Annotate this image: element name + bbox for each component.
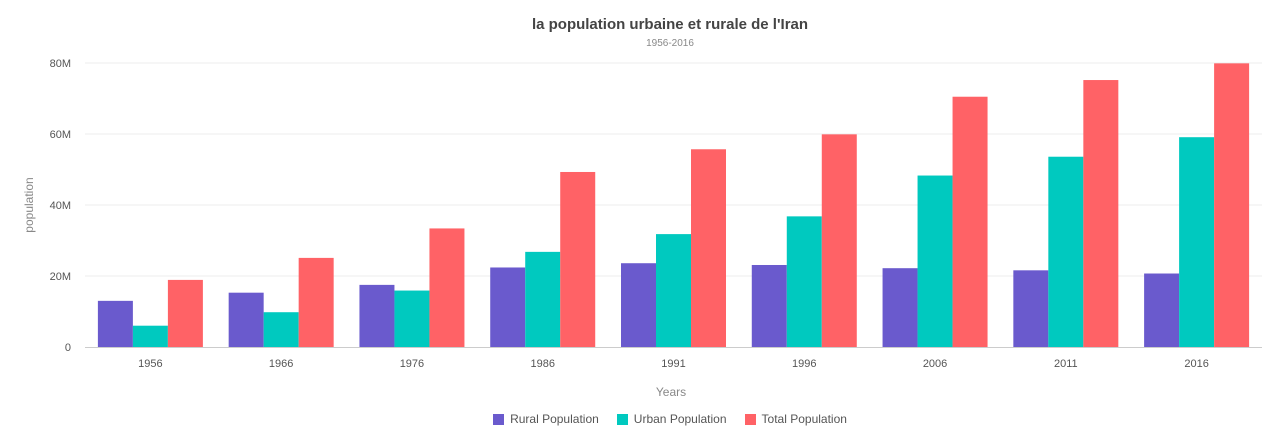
x-axis-ticks: 1956 1966 1976 1986 1991 1996 2006 2011 2016 [138,358,1209,370]
x-tick-label: 1956 [138,358,162,370]
legend-label-total: Total Population [761,412,847,426]
legend: Rural Population Urban Population Total … [0,412,1280,426]
bar-urban-1991[interactable] [656,234,691,347]
bar-urban-1976[interactable] [394,290,430,347]
x-axis-label: Years [656,385,686,399]
bar-urban-2006[interactable] [917,175,953,347]
bar-total-2006[interactable] [952,96,988,347]
chart-title: la population urbaine et rurale de l'Ira… [531,16,809,33]
x-tick-label: 1996 [792,358,816,370]
bar-urban-1996[interactable] [786,216,822,347]
bar-urban-2016[interactable] [1179,137,1215,347]
plot-area: 0 20M 40M 60M 80M 1956 1966 1976 1986 1991 1996 20… [22,58,1262,399]
legend-label-rural: Rural Population [510,412,599,426]
bars [97,63,1250,347]
y-tick-label: 80M [50,58,71,70]
bar-total-1966[interactable] [298,257,334,347]
chart-subtitle: 1956-2016 [646,38,694,49]
legend-item-total[interactable]: Total Population [744,412,847,426]
y-tick-label: 20M [50,271,71,283]
bar-rural-1986[interactable] [490,267,526,347]
bar-total-1956[interactable] [167,279,203,347]
bar-rural-1966[interactable] [228,292,264,347]
x-tick-label: 2011 [1054,358,1078,370]
bar-rural-2006[interactable] [882,268,918,347]
bar-total-1996[interactable] [821,134,857,347]
bar-rural-1976[interactable] [359,284,395,347]
legend-item-rural[interactable]: Rural Population [493,412,599,426]
bar-rural-2011[interactable] [1013,270,1049,347]
bar-total-2011[interactable] [1083,80,1119,347]
bar-total-1986[interactable] [560,171,596,347]
x-tick-label: 1986 [530,358,554,370]
x-tick-label: 1991 [661,358,685,370]
y-axis-ticks: 0 20M 40M 60M 80M [50,58,71,354]
y-tick-label: 40M [50,200,71,212]
x-tick-label: 1966 [269,358,293,370]
bar-rural-1996[interactable] [751,264,787,347]
bar-urban-1986[interactable] [525,251,561,347]
legend-item-urban[interactable]: Urban Population [616,412,727,426]
bar-total-1976[interactable] [429,228,465,347]
bar-urban-2011[interactable] [1048,156,1084,347]
y-tick-label: 0 [65,342,71,354]
legend-swatch-rural [493,413,505,425]
legend-label-urban: Urban Population [633,412,727,426]
legend-swatch-urban [616,413,628,425]
bar-urban-1956[interactable] [132,325,168,347]
legend-swatch-total [744,413,756,425]
bar-urban-1966[interactable] [263,312,299,347]
bar-total-2016[interactable] [1214,63,1250,347]
bar-rural-1991[interactable] [621,263,656,347]
x-tick-label: 1976 [400,358,424,370]
x-tick-label: 2016 [1184,358,1208,370]
bar-rural-1956[interactable] [97,300,133,347]
x-tick-label: 2006 [923,358,947,370]
bar-total-1991[interactable] [691,149,726,347]
y-axis-label: population [22,177,36,232]
bar-rural-2016[interactable] [1144,273,1180,347]
y-tick-label: 60M [50,129,71,141]
